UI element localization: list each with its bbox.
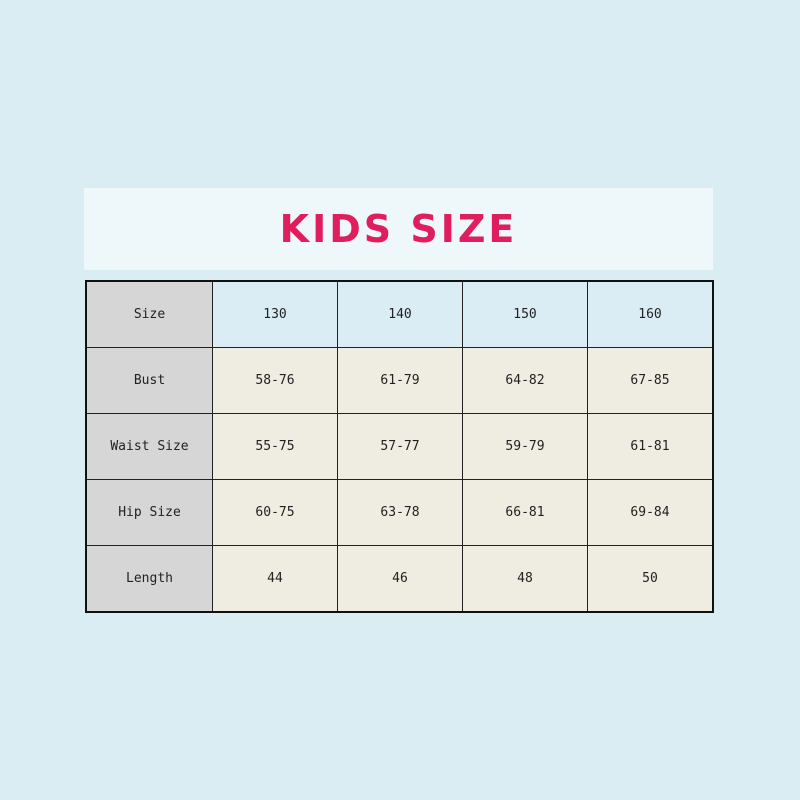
table-cell: 60-75	[212, 479, 338, 546]
row-label: Size	[85, 280, 213, 348]
table-cell: 59-79	[462, 413, 588, 480]
table-cell: 55-75	[212, 413, 338, 480]
page-title: KIDS SIZE	[279, 207, 518, 251]
table-cell: 64-82	[462, 347, 588, 414]
table-cell: 57-77	[337, 413, 463, 480]
table-row: Size 130 140 150 160	[85, 280, 714, 348]
size-header-cell: 140	[337, 280, 463, 348]
table-row: Hip Size 60-75 63-78 66-81 69-84	[85, 479, 714, 546]
table-cell: 61-79	[337, 347, 463, 414]
table-cell: 58-76	[212, 347, 338, 414]
size-header-cell: 150	[462, 280, 588, 348]
table-cell: 69-84	[587, 479, 714, 546]
size-header-cell: 130	[212, 280, 338, 348]
table-cell: 63-78	[337, 479, 463, 546]
table-cell: 66-81	[462, 479, 588, 546]
row-label: Length	[85, 545, 213, 613]
row-label: Waist Size	[85, 413, 213, 480]
table-cell: 44	[212, 545, 338, 613]
size-header-cell: 160	[587, 280, 714, 348]
row-label: Bust	[85, 347, 213, 414]
table-cell: 48	[462, 545, 588, 613]
table-row: Bust 58-76 61-79 64-82 67-85	[85, 347, 714, 414]
table-cell: 50	[587, 545, 714, 613]
size-table: Size 130 140 150 160 Bust 58-76 61-79 64-82 67-85…	[85, 280, 714, 613]
table-cell: 46	[337, 545, 463, 613]
table-row: Length 44 46 48 50	[85, 545, 714, 613]
table-row: Waist Size 55-75 57-77 59-79 61-81	[85, 413, 714, 480]
row-label: Hip Size	[85, 479, 213, 546]
title-banner: KIDS SIZE	[84, 188, 713, 270]
table-cell: 67-85	[587, 347, 714, 414]
table-cell: 61-81	[587, 413, 714, 480]
